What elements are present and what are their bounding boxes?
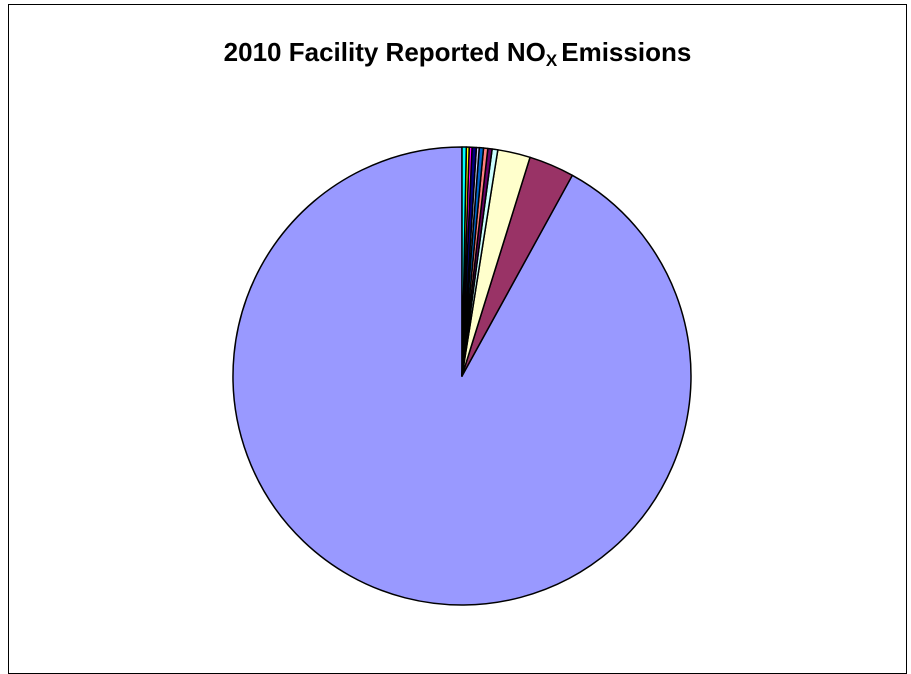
chart-title-main: 2010 Facility Reported NO <box>223 37 546 67</box>
pie-chart <box>232 146 692 606</box>
chart-title-end: Emissions <box>561 37 692 67</box>
pie-slice-12 <box>461 146 468 377</box>
chart-title-subscript: X <box>545 51 558 70</box>
chart-title: 2010 Facility Reported NOX Emissions <box>9 37 906 71</box>
